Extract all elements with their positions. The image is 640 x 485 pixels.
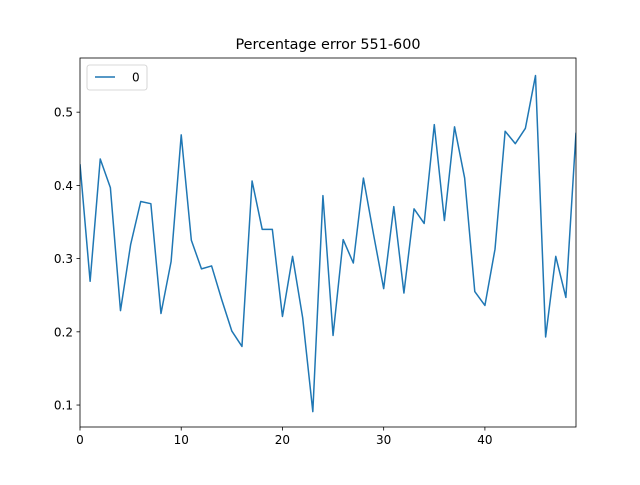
axes-frame — [79, 57, 577, 428]
legend-box — [86, 64, 148, 91]
y-tick-label: 0.4 — [54, 179, 73, 193]
y-tick-label: 0.3 — [54, 252, 73, 266]
plot-area — [80, 74, 576, 413]
y-tick-label: 0.2 — [54, 325, 73, 339]
axes: 0 10 20 30 40 0.1 0.2 0.3 0.4 0.5 — [54, 57, 577, 447]
x-tick-label: 0 — [76, 433, 84, 447]
x-tick-label: 30 — [376, 433, 391, 447]
y-tick-label: 0.5 — [54, 106, 73, 120]
chart-title: Percentage error 551-600 — [235, 37, 420, 53]
x-tick-label: 20 — [275, 433, 290, 447]
y-tick-label: 0.1 — [54, 399, 73, 413]
x-tick-label: 40 — [477, 433, 492, 447]
legend: 0 — [86, 64, 148, 91]
legend-label: 0 — [132, 71, 140, 85]
series-line-0 — [80, 74, 576, 413]
x-tick-label: 10 — [174, 433, 189, 447]
